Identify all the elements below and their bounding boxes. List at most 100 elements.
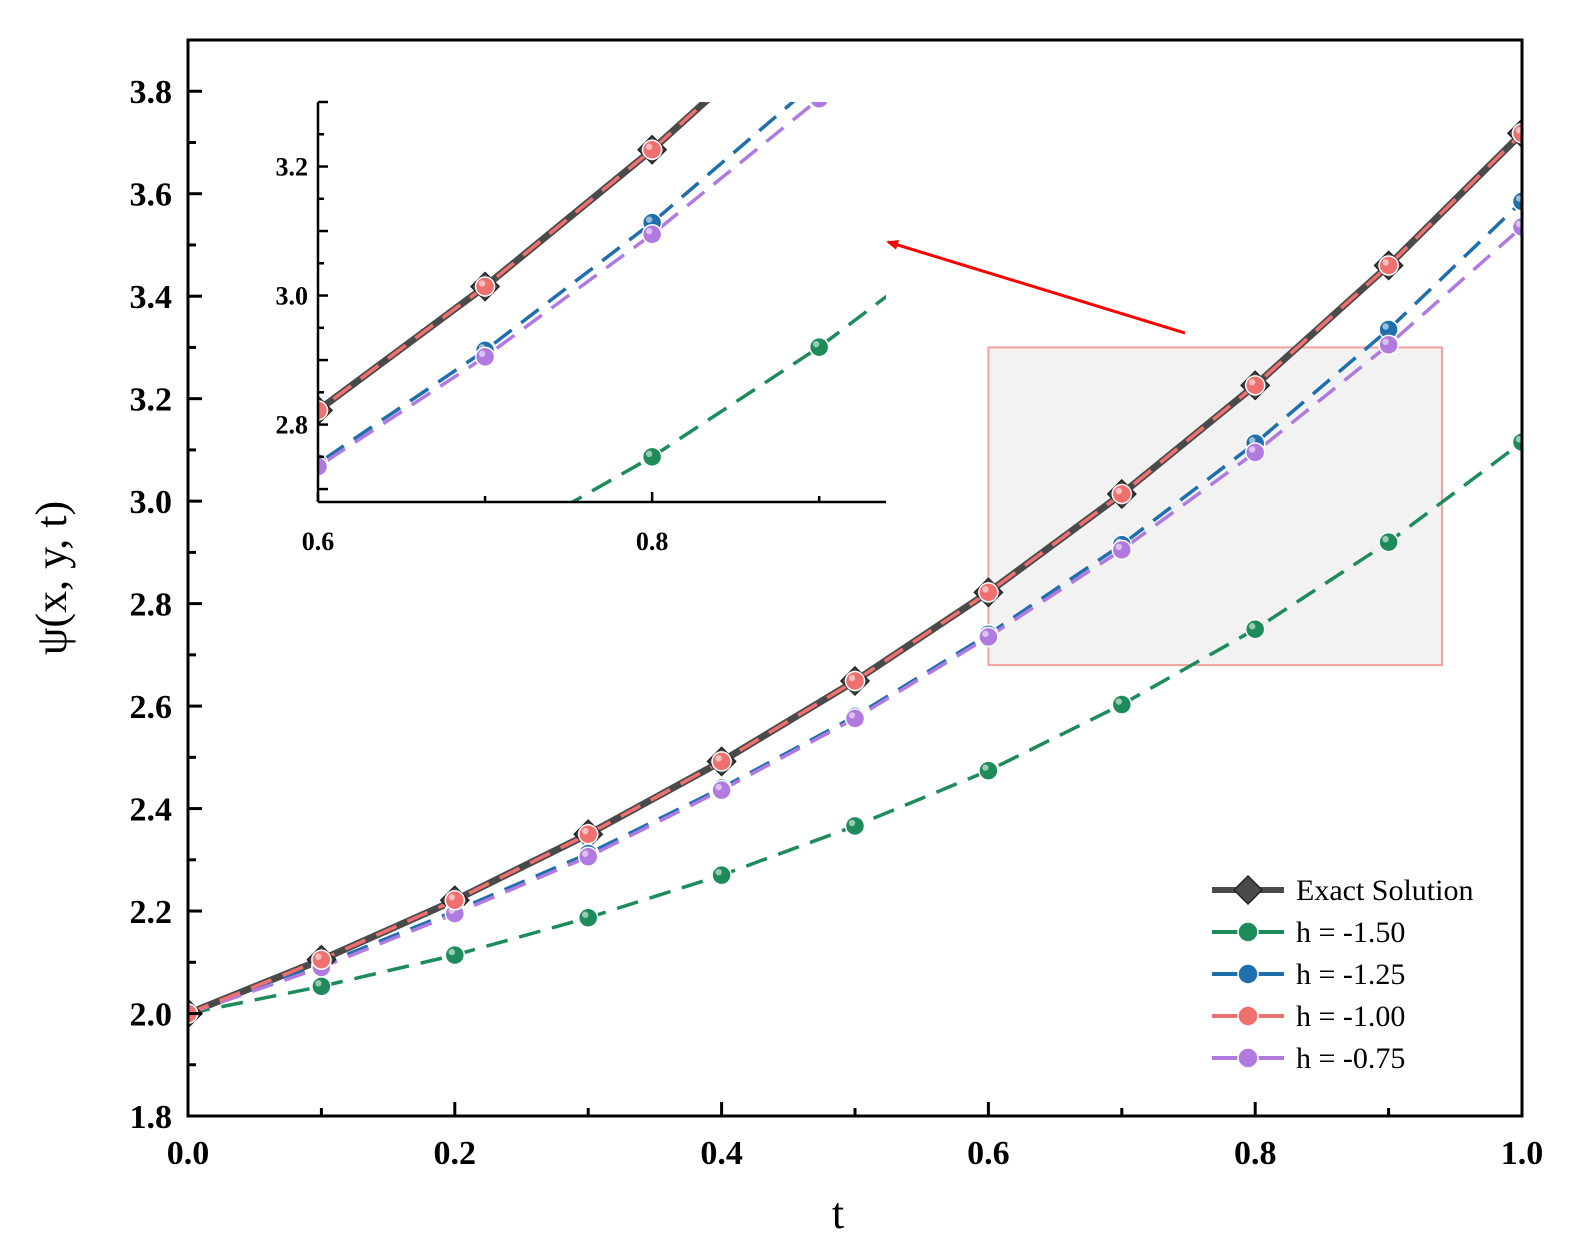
marker-highlight: [715, 755, 722, 762]
legend-label-2: h = -1.25: [1296, 958, 1405, 991]
inset-marker-highlight: [645, 228, 653, 235]
marker-highlight: [1115, 487, 1123, 495]
marker-highlight: [1515, 127, 1522, 134]
legend-label-0: Exact Solution: [1296, 874, 1473, 907]
point-1-6: [978, 760, 999, 781]
inset-x-tick-label: 0.8: [636, 527, 669, 556]
inset-marker-highlight: [312, 629, 318, 635]
y-tick-label: 2.6: [130, 689, 173, 726]
legend-marker-3: [1237, 1005, 1259, 1027]
point-4-9: [1378, 334, 1399, 356]
legend-marker-0: [1232, 874, 1264, 906]
y-tick-label: 2.2: [130, 894, 173, 931]
inset-y-tick-label: 3.0: [276, 282, 309, 311]
legend-marker-2: [1237, 963, 1259, 985]
inset-point-2-5: [141, 557, 160, 576]
inset-marker-highlight: [479, 545, 485, 551]
marker-highlight: [1382, 338, 1389, 346]
marker-highlight: [448, 894, 455, 901]
legend-label-4: h = -0.75: [1296, 1042, 1405, 1075]
inset-marker-highlight: [813, 93, 819, 99]
legend-label-1: h = -1.50: [1296, 916, 1405, 949]
y-tick-label: 2.4: [130, 792, 173, 829]
zoom-region: [987, 346, 1443, 667]
point-3-4: [711, 751, 732, 772]
inset-marker-highlight: [645, 143, 653, 150]
x-tick-label: 0.0: [167, 1135, 210, 1172]
inset-point-4-7: [474, 346, 496, 368]
marker-highlight: [1515, 220, 1522, 228]
y-tick-label: 2.0: [130, 997, 173, 1034]
marker-highlight: [1249, 379, 1256, 386]
point-1-5: [844, 815, 866, 837]
marker-highlight: [1515, 436, 1522, 443]
inset-point-3-9: [810, 0, 829, 8]
marker-highlight: [1115, 698, 1123, 705]
marker-highlight: [1249, 446, 1256, 453]
marker-highlight: [1115, 543, 1123, 551]
marker-highlight: [448, 948, 455, 956]
marker-highlight: [848, 712, 856, 719]
marker-highlight: [582, 911, 589, 918]
inset-point-1-9: [808, 336, 830, 358]
y-tick-label: 2.8: [130, 587, 173, 624]
inset-x-tick-label: 0.6: [302, 527, 335, 556]
point-4-7: [1111, 539, 1133, 561]
legend: Exact Solution h = -1.50 h = -1.25 h = -1.0…: [1212, 874, 1473, 1075]
point-1-2: [444, 944, 466, 966]
point-1-4: [711, 864, 732, 886]
x-tick-label: 0.8: [1234, 1135, 1277, 1172]
inset-marker-highlight: [145, 563, 151, 569]
y-tick-label: 3.8: [130, 74, 173, 111]
marker-highlight: [982, 630, 989, 638]
inset-marker-highlight: [478, 280, 486, 287]
point-3-1: [311, 949, 332, 970]
y-tick-label: 3.0: [130, 484, 173, 521]
marker-highlight: [582, 850, 589, 857]
point-3-7: [1111, 483, 1133, 505]
inset-marker-highlight: [813, 73, 819, 79]
inset-point-3-6: [318, 400, 329, 421]
y-tick-label: 3.2: [130, 382, 173, 419]
inset-point-1-6: [309, 625, 328, 644]
marker-highlight: [848, 674, 856, 682]
marker-highlight: [1249, 623, 1256, 630]
point-3-6: [978, 582, 999, 603]
inset-y-tick-label: 3.2: [276, 153, 309, 182]
point-3-2: [444, 890, 466, 911]
inset-y-tick-label: 2.8: [276, 411, 309, 440]
inset-marker-highlight: [145, 560, 151, 566]
inset-point-3-7: [474, 276, 496, 297]
series-line-3: [188, 132, 1522, 1016]
inset-point-4-5: [141, 560, 160, 579]
point-4-8: [1244, 442, 1266, 463]
inset-point-1-7: [476, 542, 495, 561]
marker-highlight: [1382, 323, 1389, 330]
inset-point-4-6: [318, 456, 329, 477]
point-1-3: [577, 907, 599, 928]
inset-point-1-8: [641, 446, 663, 468]
marker-highlight: [1382, 259, 1389, 266]
point-3-5: [844, 670, 866, 692]
point-1-7: [1111, 694, 1133, 715]
y-tick-label: 1.8: [130, 1099, 173, 1136]
inset-marker-highlight: [478, 350, 486, 358]
x-axis-title: t: [832, 1189, 844, 1238]
point-4-6: [978, 626, 999, 648]
inset-point-4-8: [641, 224, 663, 245]
point-1-9: [1378, 531, 1399, 553]
inset-marker-highlight: [980, 215, 986, 221]
marker-highlight: [848, 819, 856, 827]
marker-highlight: [1249, 437, 1256, 444]
zoom-arrow: [886, 240, 1186, 335]
inset-point-4-9: [809, 102, 829, 110]
point-4-4: [711, 779, 732, 801]
marker-highlight: [715, 783, 722, 791]
marker-highlight: [315, 980, 322, 987]
inset-point-0-9: [805, 0, 833, 13]
legend-marker-1: [1237, 921, 1259, 943]
marker-highlight: [1382, 535, 1389, 543]
legend-label-3: h = -1.00: [1296, 1000, 1405, 1033]
x-tick-label: 0.6: [967, 1135, 1010, 1172]
